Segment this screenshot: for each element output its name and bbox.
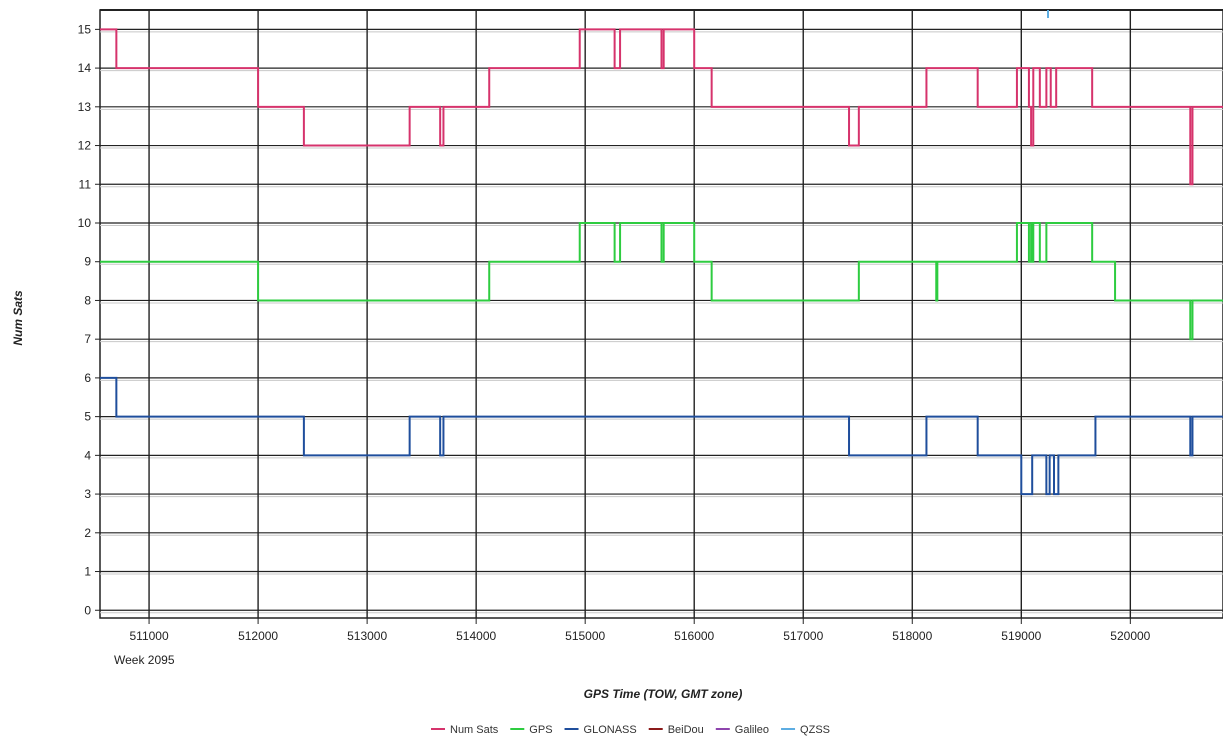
x-tick-label: 513000 bbox=[347, 629, 387, 643]
week-label: Week 2095 bbox=[114, 653, 175, 667]
y-tick-label: 4 bbox=[84, 448, 91, 462]
y-tick-label: 13 bbox=[78, 100, 92, 114]
series-line-glonass bbox=[100, 376, 1223, 496]
legend-label: BeiDou bbox=[668, 724, 704, 736]
x-tick-label: 520000 bbox=[1110, 629, 1150, 643]
y-tick-label: 6 bbox=[84, 371, 91, 385]
series-line-gps bbox=[100, 221, 1223, 341]
legend: Num Sats GPS GLONASS BeiDou Galileo QZSS bbox=[431, 724, 830, 736]
x-tick-label: 512000 bbox=[238, 629, 278, 643]
series-line-num-sats bbox=[100, 28, 1223, 186]
legend-label: QZSS bbox=[800, 724, 830, 736]
y-tick-label: 11 bbox=[79, 177, 92, 191]
x-tick-label: 514000 bbox=[456, 629, 496, 643]
y-tick-label: 5 bbox=[84, 410, 91, 424]
legend-label: GLONASS bbox=[584, 724, 637, 736]
x-gridlines bbox=[148, 10, 1132, 618]
plot-area bbox=[99, 9, 1223, 619]
y-tick-label: 2 bbox=[84, 526, 91, 540]
y-tick-label: 15 bbox=[78, 22, 92, 36]
y-tick-label: 10 bbox=[78, 216, 92, 230]
y-tick-label: 0 bbox=[84, 603, 91, 617]
legend-label: Num Sats bbox=[450, 724, 499, 736]
legend-label: Galileo bbox=[735, 724, 769, 736]
series-layer bbox=[100, 28, 1223, 496]
y-tick-label: 14 bbox=[78, 61, 92, 75]
x-tick-label: 515000 bbox=[565, 629, 605, 643]
x-axis-ticks: 511000 512000 513000 514000 515000 516000 5170… bbox=[129, 618, 1151, 643]
y-tick-label: 12 bbox=[78, 139, 92, 153]
y-tick-label: 1 bbox=[84, 565, 91, 579]
y-tick-label: 9 bbox=[84, 255, 91, 269]
y-tick-label: 8 bbox=[84, 293, 91, 307]
x-axis-title: GPS Time (TOW, GMT zone) bbox=[584, 687, 743, 701]
legend-label: GPS bbox=[529, 724, 552, 736]
y-tick-label: 3 bbox=[84, 487, 91, 501]
x-tick-label: 518000 bbox=[892, 629, 932, 643]
y-tick-label: 7 bbox=[84, 332, 91, 346]
x-tick-label: 516000 bbox=[674, 629, 714, 643]
x-tick-label: 511000 bbox=[129, 629, 168, 643]
y-axis-title: Num Sats bbox=[11, 290, 25, 346]
x-tick-label: 517000 bbox=[783, 629, 823, 643]
x-tick-label: 519000 bbox=[1001, 629, 1041, 643]
